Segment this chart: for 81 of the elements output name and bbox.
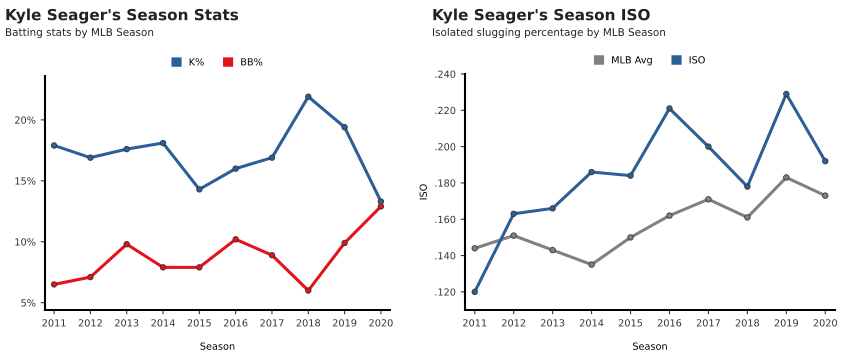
point: [744, 214, 751, 221]
legend-label: K%: [190, 58, 204, 66]
point: [341, 240, 348, 246]
y-tick-label: .160: [435, 216, 456, 224]
y-tick-label: .140: [435, 252, 456, 260]
point: [472, 288, 478, 296]
y-tick-label: 10%: [15, 238, 36, 246]
point: [50, 142, 58, 149]
point: [232, 236, 239, 243]
legend-label: BB%: [241, 58, 262, 66]
point: [705, 143, 712, 150]
point: [341, 124, 348, 130]
point: [472, 245, 478, 252]
point: [627, 172, 634, 179]
x-tick-label: 2014: [580, 319, 604, 327]
point: [124, 240, 130, 248]
point: [705, 196, 712, 202]
y-tick-label: .180: [435, 179, 456, 187]
x-tick-label: 2015: [618, 319, 642, 327]
point: [783, 174, 790, 181]
point: [124, 146, 130, 152]
x-axis-title: Season: [200, 342, 234, 350]
x-tick-label: 2017: [260, 319, 284, 327]
point: [305, 287, 312, 294]
x-tick-label: 2019: [774, 319, 798, 327]
point: [50, 281, 58, 288]
x-tick-label: 2016: [224, 319, 248, 327]
x-tick-label: 2018: [736, 319, 760, 327]
point: [268, 154, 276, 161]
y-tick-label: 20%: [15, 116, 36, 124]
y-tick-label: .200: [435, 143, 456, 150]
x-axis-title: Season: [632, 342, 667, 350]
x-tick-label: 2018: [296, 319, 320, 327]
point: [549, 205, 556, 212]
x-tick-label: 2017: [696, 319, 720, 327]
x-tick-label: 2015: [188, 319, 211, 327]
point: [588, 261, 595, 268]
legend-label: MLB Avg: [612, 56, 652, 66]
x-tick-label: 2020: [814, 319, 837, 327]
point: [160, 264, 166, 271]
chart-subtitle: Batting stats by MLB Season: [6, 28, 154, 38]
x-tick-label: 2012: [78, 319, 102, 327]
point: [87, 154, 94, 161]
y-tick-label: .120: [435, 288, 456, 296]
point: [378, 203, 384, 210]
point: [627, 234, 634, 241]
point: [268, 252, 276, 258]
point: [196, 264, 203, 271]
legend-label: ISO: [690, 56, 705, 64]
point: [510, 210, 517, 217]
chart-title: Kyle Seager's Season ISO: [433, 8, 650, 24]
point: [196, 186, 203, 193]
x-tick-label: 2013: [540, 319, 564, 327]
point: [588, 168, 595, 176]
x-tick-label: 2016: [658, 319, 682, 327]
point: [510, 232, 517, 239]
x-tick-label: 2014: [151, 319, 175, 327]
point: [822, 192, 828, 199]
point: [232, 165, 239, 172]
point: [87, 274, 94, 280]
point: [666, 212, 673, 219]
point: [822, 158, 828, 164]
point: [160, 140, 166, 146]
y-axis-title: ISO: [420, 184, 427, 200]
point: [783, 90, 790, 98]
x-tick-label: 2013: [115, 319, 138, 327]
x-tick-label: 2011: [463, 319, 486, 327]
x-tick-label: 2012: [502, 319, 526, 327]
x-tick-label: 2019: [332, 319, 356, 327]
point: [744, 183, 751, 190]
y-tick-label: .240: [435, 70, 456, 78]
point: [305, 94, 312, 100]
chart-subtitle: Isolated slugging percentage by MLB Season: [433, 28, 665, 38]
point: [549, 246, 556, 254]
x-tick-label: 2011: [42, 319, 66, 327]
chart-title: Kyle Seager's Season Stats: [6, 8, 238, 24]
y-tick-label: .220: [435, 106, 456, 114]
y-tick-label: 15%: [15, 177, 36, 185]
point: [666, 105, 673, 112]
x-tick-label: 2020: [369, 319, 393, 327]
y-tick-label: 5%: [21, 299, 36, 307]
